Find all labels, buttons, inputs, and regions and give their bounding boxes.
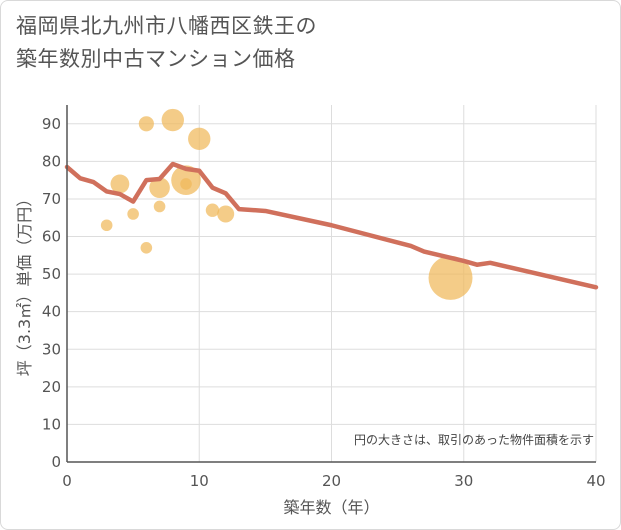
- y-tick-label-70: 70: [42, 190, 61, 208]
- y-tick-label-80: 80: [42, 152, 61, 170]
- bubble-point-12: [217, 205, 235, 223]
- y-tick-label-20: 20: [42, 378, 61, 396]
- bubble-point-1: [110, 174, 130, 194]
- x-tick-label-0: 0: [62, 472, 72, 490]
- bubble-point-5: [149, 177, 170, 198]
- bubble-point-0: [100, 219, 113, 232]
- bubble-point-9: [180, 178, 192, 190]
- chart-title: 福岡県北九州市八幡西区鉄王の 築年数別中古マンション価格: [16, 10, 317, 76]
- y-tick-label-40: 40: [42, 303, 61, 321]
- axes: [66, 105, 596, 463]
- y-axis-label: 坪（3.3㎡）単価（万円）: [15, 191, 34, 376]
- bubble-point-2: [127, 208, 139, 220]
- y-tick-label-60: 60: [42, 228, 61, 246]
- x-tick-label-30: 30: [454, 472, 473, 490]
- y-tick-label-30: 30: [42, 340, 61, 358]
- trend-line-series: [64, 161, 599, 290]
- y-tick-label-50: 50: [42, 265, 61, 283]
- x-tick-label-20: 20: [322, 472, 341, 490]
- bubble-point-11: [205, 203, 220, 217]
- x-tick-label-40: 40: [586, 472, 605, 490]
- y-tick-label-10: 10: [42, 415, 61, 433]
- y-tick-label-90: 90: [42, 115, 61, 133]
- bubble-point-3: [138, 116, 154, 132]
- trend-line: [64, 161, 599, 290]
- bubble-point-13: [428, 255, 473, 300]
- grid-lines: [67, 105, 597, 462]
- x-axis-label: 築年数（年）: [283, 498, 379, 517]
- bubble-point-7: [161, 108, 184, 132]
- bubble-series: [100, 108, 473, 300]
- y-tick-label-0: 0: [51, 453, 61, 471]
- bubble-size-note: 円の大きさは、取引のあった物件面積を示す: [354, 432, 594, 447]
- bubble-point-6: [153, 200, 166, 213]
- x-tick-label-10: 10: [190, 472, 209, 490]
- bubble-point-10: [188, 127, 211, 151]
- title-line-1: 福岡県北九州市八幡西区鉄王の: [16, 14, 317, 38]
- title-line-2: 築年数別中古マンション価格: [16, 47, 296, 71]
- bubble-point-4: [140, 242, 153, 254]
- tick-labels: 0 10 20 30 40 50 60 70 80 90 0 10 20 30 40: [42, 115, 606, 490]
